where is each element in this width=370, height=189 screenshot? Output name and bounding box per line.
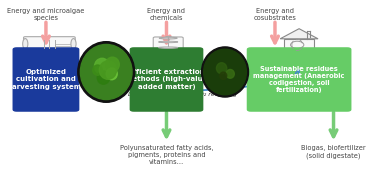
Ellipse shape: [78, 42, 135, 102]
FancyBboxPatch shape: [13, 47, 79, 112]
Ellipse shape: [97, 71, 110, 84]
Text: Polyunsaturated fatty acids,
pigments, proteins and
vitamins…: Polyunsaturated fatty acids, pigments, p…: [120, 145, 213, 165]
FancyBboxPatch shape: [247, 47, 352, 112]
Ellipse shape: [80, 44, 132, 100]
Text: Energy and
cosubstrates: Energy and cosubstrates: [253, 8, 296, 21]
Bar: [284, 39, 314, 54]
Ellipse shape: [23, 39, 28, 49]
Ellipse shape: [226, 69, 234, 78]
Text: Optimized
cultivation and
harvesting systems: Optimized cultivation and harvesting sys…: [7, 69, 85, 90]
Ellipse shape: [220, 72, 227, 79]
Ellipse shape: [204, 49, 246, 95]
Text: Energy and microalgae
species: Energy and microalgae species: [7, 8, 85, 21]
Ellipse shape: [106, 68, 117, 80]
Ellipse shape: [105, 57, 119, 72]
Ellipse shape: [94, 58, 110, 74]
Ellipse shape: [159, 37, 177, 39]
Text: Energy and
chemicals: Energy and chemicals: [148, 8, 185, 21]
Ellipse shape: [158, 41, 178, 43]
Text: Efficient extraction
methods (high-value
added matter): Efficient extraction methods (high-value…: [125, 69, 208, 90]
FancyBboxPatch shape: [130, 47, 204, 112]
Ellipse shape: [202, 47, 249, 97]
FancyBboxPatch shape: [24, 37, 75, 51]
Text: Liquid digestate and CO₂ recycling: Liquid digestate and CO₂ recycling: [128, 92, 236, 97]
Ellipse shape: [93, 65, 102, 75]
Ellipse shape: [216, 63, 227, 74]
FancyBboxPatch shape: [153, 37, 183, 52]
Ellipse shape: [71, 39, 76, 49]
Text: Sustainable residues
management (Anaerobic
codigestion, soil
fertilization): Sustainable residues management (Anaerob…: [253, 66, 345, 93]
Text: Biogas, biofertilizer
(solid digestate): Biogas, biofertilizer (solid digestate): [301, 145, 366, 159]
Ellipse shape: [99, 61, 117, 79]
Polygon shape: [280, 29, 318, 39]
Ellipse shape: [158, 47, 178, 48]
